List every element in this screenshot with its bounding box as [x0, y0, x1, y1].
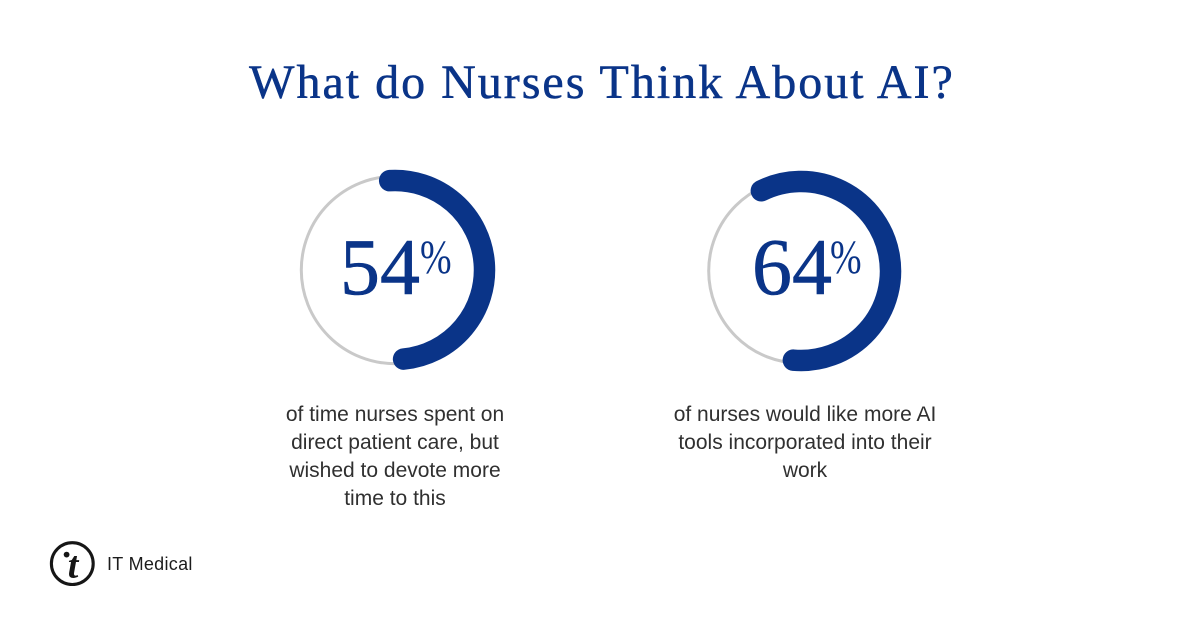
svg-text:t: t [68, 544, 80, 586]
